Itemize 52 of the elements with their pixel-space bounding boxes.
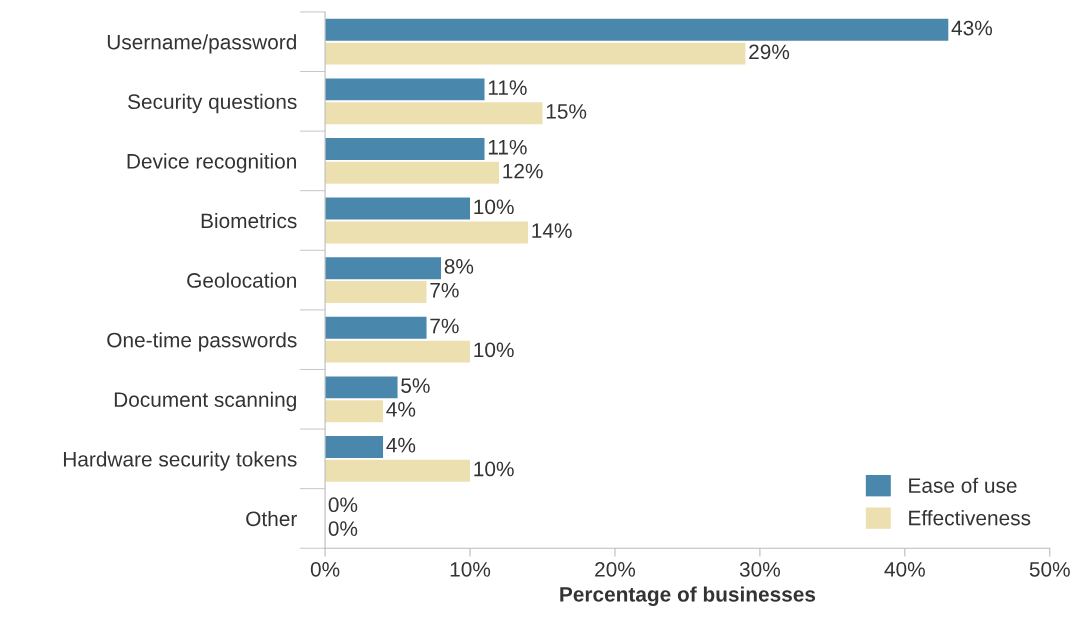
y-tick-label: Username/password	[107, 34, 296, 54]
y-tick-label: Security questions	[128, 93, 297, 114]
data-label: 8%	[444, 259, 474, 274]
data-label: 14%	[532, 223, 572, 238]
data-label: 10%	[474, 342, 514, 358]
bar	[325, 281, 427, 303]
y-tick-label: Document scanning	[114, 391, 296, 412]
data-label: 10%	[474, 199, 514, 215]
data-label: 12%	[503, 163, 543, 179]
data-label: 5%	[401, 378, 430, 393]
bar	[325, 435, 384, 458]
bar	[325, 316, 427, 339]
x-tick-label: 10%	[450, 561, 491, 577]
y-tick-label: Biometrics	[201, 212, 297, 229]
y-tick-label: Hardware security tokens	[63, 451, 297, 471]
data-label: 4%	[386, 402, 416, 417]
bar	[325, 138, 485, 160]
data-label: 7%	[430, 318, 459, 334]
data-label: 11%	[488, 80, 527, 95]
x-tick-label: 20%	[595, 561, 636, 577]
bar	[325, 400, 384, 423]
bar	[325, 376, 398, 399]
bar	[325, 197, 471, 220]
y-tick-label: Geolocation	[187, 272, 296, 288]
y-tick-label: Device recognition	[127, 153, 296, 173]
bar	[325, 161, 499, 184]
bar	[325, 459, 471, 482]
bar	[325, 257, 442, 280]
data-label: 29%	[749, 44, 790, 60]
y-tick-label: Other	[246, 510, 297, 527]
legend-label: Effectiveness	[909, 510, 1031, 526]
data-label: 43%	[951, 20, 993, 36]
bar	[325, 78, 485, 101]
data-label: 0%	[328, 521, 358, 536]
data-label: 0%	[328, 497, 358, 513]
x-tick-label: 50%	[1029, 561, 1070, 577]
bar	[325, 102, 543, 125]
legend-label: Ease of use	[909, 477, 1017, 493]
bar	[325, 18, 949, 41]
data-label: 10%	[474, 461, 514, 477]
x-tick-label: 0%	[310, 561, 340, 577]
data-label: 15%	[546, 104, 587, 119]
bar	[325, 42, 746, 65]
data-label: 4%	[386, 437, 416, 453]
bar	[325, 340, 471, 363]
data-label: 11%	[488, 139, 527, 155]
data-label: 7%	[430, 282, 459, 298]
y-tick-label: One-time passwords	[107, 332, 297, 352]
x-tick-label: 30%	[739, 561, 780, 577]
x-tick-label: 40%	[884, 561, 925, 577]
x-axis-title: Percentage of businesses	[560, 586, 816, 606]
bar	[325, 221, 528, 244]
